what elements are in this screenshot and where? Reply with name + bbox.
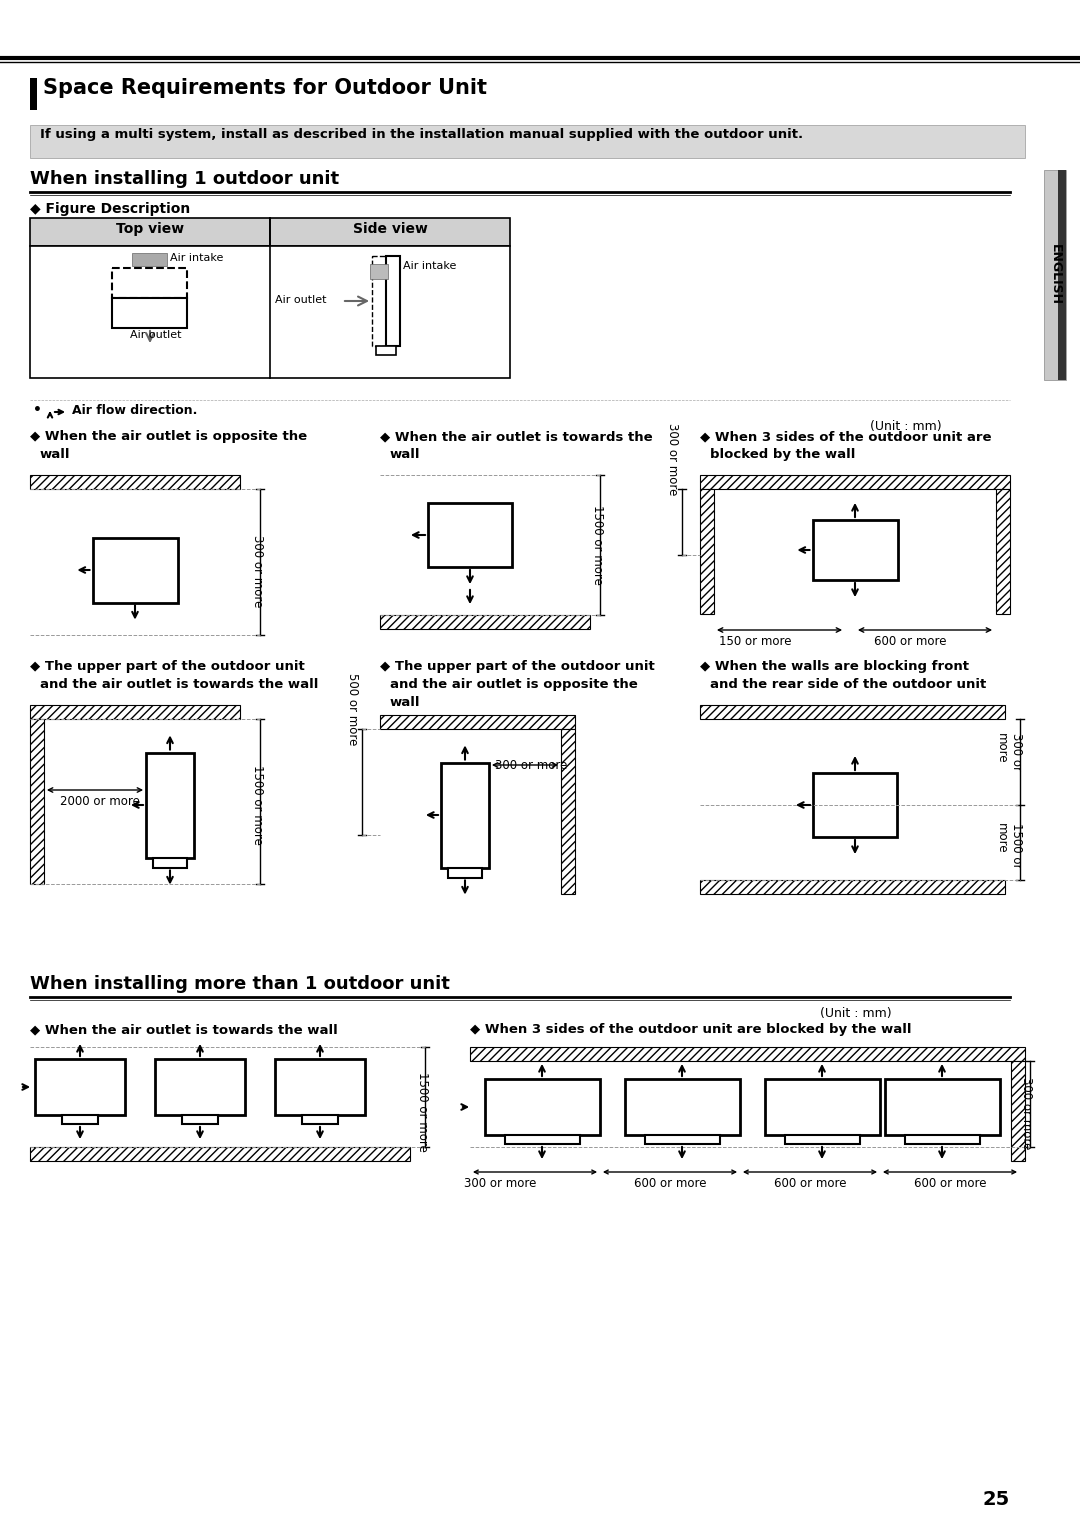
Text: 1500 or more: 1500 or more (416, 1072, 429, 1152)
Text: ◆ Figure Description: ◆ Figure Description (30, 202, 190, 216)
Bar (30, 1147, 410, 1161)
Bar (380, 715, 575, 729)
Bar (813, 774, 897, 836)
Text: 300 or more: 300 or more (1020, 1077, 1032, 1149)
Text: ◆ When 3 sides of the outdoor unit are blocked by the wall: ◆ When 3 sides of the outdoor unit are b… (470, 1023, 912, 1036)
Bar (270, 218, 510, 247)
Text: 300 or more: 300 or more (251, 535, 264, 607)
Text: wall: wall (390, 696, 420, 709)
Text: When installing 1 outdoor unit: When installing 1 outdoor unit (30, 170, 339, 188)
Text: and the air outlet is opposite the: and the air outlet is opposite the (390, 679, 638, 691)
Text: 600 or more: 600 or more (773, 1177, 847, 1190)
Bar (441, 763, 489, 867)
Text: 1500 or more: 1500 or more (251, 764, 264, 844)
Bar (153, 858, 187, 867)
Bar (35, 1059, 125, 1115)
Text: 150 or more: 150 or more (719, 634, 792, 648)
Text: and the rear side of the outdoor unit: and the rear side of the outdoor unit (710, 679, 986, 691)
Bar (30, 705, 240, 719)
Text: wall: wall (390, 447, 420, 461)
Bar (30, 126, 1025, 158)
Bar (625, 1079, 740, 1135)
Bar (765, 1079, 880, 1135)
Bar (700, 705, 1005, 719)
Bar (700, 879, 1005, 895)
Text: 500 or more: 500 or more (346, 673, 359, 745)
Text: Space Requirements for Outdoor Unit: Space Requirements for Outdoor Unit (43, 78, 487, 98)
Text: Air intake: Air intake (170, 253, 224, 264)
Text: (Unit : mm): (Unit : mm) (820, 1007, 892, 1020)
Bar (62, 1115, 98, 1124)
Text: (Unit : mm): (Unit : mm) (870, 420, 942, 434)
Bar (30, 78, 37, 110)
Bar (505, 1135, 580, 1144)
Text: 300 or more: 300 or more (495, 758, 567, 772)
Bar (561, 729, 575, 895)
Bar (1044, 170, 1066, 380)
Text: ◆ The upper part of the outdoor unit: ◆ The upper part of the outdoor unit (30, 660, 305, 673)
Bar (146, 752, 194, 858)
Bar (996, 489, 1010, 614)
Bar (885, 1079, 1000, 1135)
Bar (156, 1059, 245, 1115)
Text: blocked by the wall: blocked by the wall (710, 447, 855, 461)
Bar (132, 253, 167, 267)
Text: ENGLISH: ENGLISH (1049, 245, 1062, 305)
Text: 600 or more: 600 or more (634, 1177, 706, 1190)
Bar (700, 475, 1010, 489)
Bar (700, 489, 714, 614)
Text: wall: wall (40, 447, 70, 461)
Bar (30, 218, 270, 247)
Text: Air intake: Air intake (403, 260, 457, 271)
Bar (30, 247, 510, 378)
Text: When installing more than 1 outdoor unit: When installing more than 1 outdoor unit (30, 974, 450, 993)
Bar (785, 1135, 860, 1144)
Bar (812, 519, 897, 581)
Bar (376, 346, 396, 355)
Text: Air outlet: Air outlet (275, 296, 326, 305)
Bar (645, 1135, 720, 1144)
Bar (905, 1135, 980, 1144)
Text: 1500 or
more: 1500 or more (995, 823, 1023, 869)
Bar (112, 268, 187, 299)
Text: 300 or more: 300 or more (666, 423, 679, 495)
Text: ◆ When the air outlet is towards the: ◆ When the air outlet is towards the (380, 430, 652, 443)
Bar (428, 502, 512, 567)
Bar (1011, 1062, 1025, 1161)
Bar (30, 719, 44, 884)
Text: Air flow direction.: Air flow direction. (72, 404, 198, 417)
Text: 1500 or more: 1500 or more (591, 506, 604, 585)
Text: If using a multi system, install as described in the installation manual supplie: If using a multi system, install as desc… (40, 129, 804, 141)
Text: and the air outlet is towards the wall: and the air outlet is towards the wall (40, 679, 319, 691)
Text: Air outlet: Air outlet (130, 329, 181, 340)
Bar (112, 299, 187, 328)
Text: Top view: Top view (116, 222, 184, 236)
Bar (470, 1046, 1025, 1062)
Bar (380, 614, 590, 630)
Text: 300 or
more: 300 or more (995, 732, 1023, 771)
Bar (275, 1059, 365, 1115)
Text: Side view: Side view (352, 222, 428, 236)
Text: ◆ When the air outlet is towards the wall: ◆ When the air outlet is towards the wal… (30, 1023, 338, 1036)
Text: ◆ The upper part of the outdoor unit: ◆ The upper part of the outdoor unit (380, 660, 654, 673)
Text: 2000 or more: 2000 or more (60, 795, 140, 807)
Bar (1058, 170, 1066, 380)
Text: ◆ When the walls are blocking front: ◆ When the walls are blocking front (700, 660, 969, 673)
Bar (302, 1115, 338, 1124)
Text: 25: 25 (983, 1491, 1010, 1509)
Bar (30, 475, 240, 489)
Bar (372, 256, 386, 346)
Text: ◆ When the air outlet is opposite the: ◆ When the air outlet is opposite the (30, 430, 307, 443)
Text: 600 or more: 600 or more (874, 634, 946, 648)
Bar (183, 1115, 218, 1124)
Bar (370, 264, 388, 279)
Bar (93, 538, 177, 602)
Text: 300 or more: 300 or more (463, 1177, 536, 1190)
Text: ◆ When 3 sides of the outdoor unit are: ◆ When 3 sides of the outdoor unit are (700, 430, 991, 443)
Bar (485, 1079, 600, 1135)
Text: •: • (33, 403, 42, 417)
Bar (448, 867, 482, 878)
Bar (386, 256, 400, 346)
Text: 600 or more: 600 or more (914, 1177, 986, 1190)
